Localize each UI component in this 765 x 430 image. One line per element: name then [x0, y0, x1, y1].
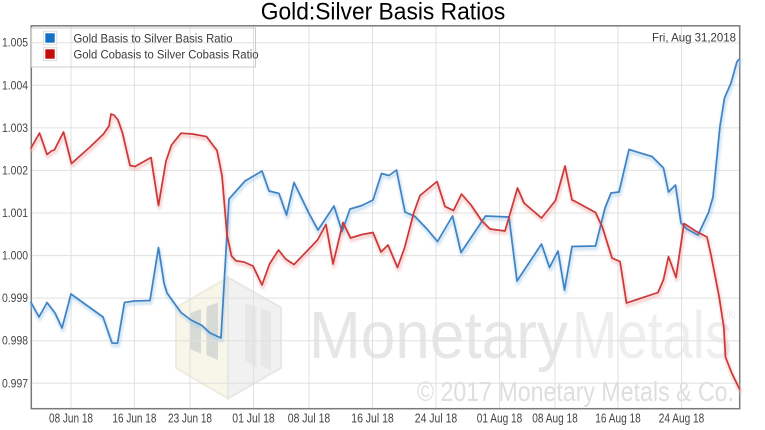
svg-text:1.000: 1.000 [2, 249, 28, 263]
svg-text:®: ® [727, 308, 736, 322]
svg-text:0.997: 0.997 [2, 376, 28, 390]
svg-text:23 Jun 18: 23 Jun 18 [168, 410, 212, 425]
svg-text:16 Jul 18: 16 Jul 18 [351, 410, 394, 425]
svg-text:Monetary: Monetary [309, 298, 568, 373]
svg-text:Gold Basis to Silver Basis Rat: Gold Basis to Silver Basis Ratio [74, 31, 233, 45]
svg-text:0.999: 0.999 [2, 291, 28, 305]
svg-text:1.002: 1.002 [2, 163, 28, 177]
svg-text:24 Aug 18: 24 Aug 18 [659, 410, 705, 425]
svg-text:01 Jul 18: 01 Jul 18 [232, 410, 275, 425]
svg-text:16 Jun 18: 16 Jun 18 [112, 410, 156, 425]
svg-text:Gold:Silver Basis Ratios: Gold:Silver Basis Ratios [261, 0, 506, 26]
svg-text:24 Jul 18: 24 Jul 18 [415, 410, 458, 425]
svg-text:1.001: 1.001 [2, 206, 28, 220]
svg-text:08 Aug 18: 08 Aug 18 [532, 410, 578, 425]
svg-text:01 Aug 18: 01 Aug 18 [477, 410, 523, 425]
svg-text:Gold Cobasis to Silver Cobasis: Gold Cobasis to Silver Cobasis Ratio [74, 48, 259, 62]
svg-text:08 Jul 18: 08 Jul 18 [288, 410, 331, 425]
svg-text:1.003: 1.003 [2, 121, 28, 135]
svg-text:0.998: 0.998 [2, 334, 28, 348]
svg-text:1.005: 1.005 [2, 36, 28, 50]
svg-text:16 Aug 18: 16 Aug 18 [595, 410, 641, 425]
svg-text:1.004: 1.004 [2, 78, 28, 92]
svg-text:08 Jun 18: 08 Jun 18 [49, 410, 93, 425]
svg-text:© 2017 Monetary Metals & Co.: © 2017 Monetary Metals & Co. [417, 376, 734, 407]
svg-text:Metals: Metals [572, 298, 732, 373]
svg-text:Fri, Aug 31,2018: Fri, Aug 31,2018 [652, 30, 736, 44]
